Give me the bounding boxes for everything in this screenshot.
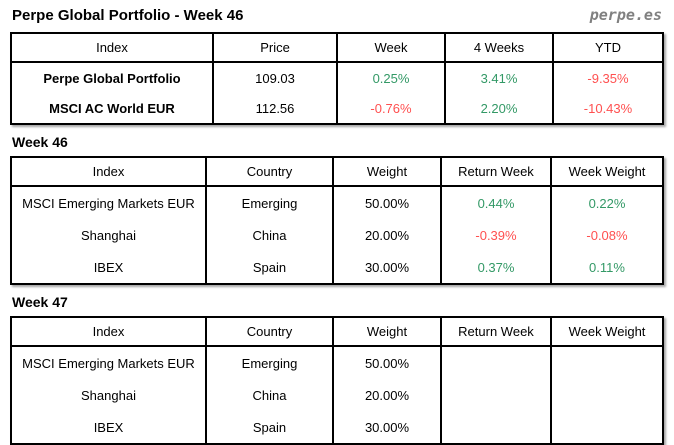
cell-week-weight (550, 346, 664, 379)
table-row: IBEX Spain 30.00% 0.37% 0.11% (10, 251, 664, 284)
column-header-price: Price (212, 33, 338, 63)
table-row: MSCI Emerging Markets EUR Emerging 50.00… (10, 346, 664, 379)
title-bar: Perpe Global Portfolio - Week 46 perpe.e… (10, 6, 662, 28)
cell-week-weight (550, 379, 664, 411)
cell-price: 109.03 (212, 62, 338, 93)
week46-table: Index Country Weight Return Week Week We… (10, 156, 664, 285)
cell-week-return: 0.25% (336, 62, 446, 93)
cell-country: Emerging (205, 346, 334, 379)
column-header-4weeks: 4 Weeks (444, 33, 554, 63)
week47-heading: Week 47 (12, 294, 68, 310)
column-header-country: Country (205, 157, 334, 187)
summary-header-row: Index Price Week 4 Weeks YTD (10, 33, 664, 63)
cell-index-name: MSCI AC World EUR (10, 93, 214, 124)
week47-header-row: Index Country Weight Return Week Week We… (10, 317, 664, 347)
cell-return-week: -0.39% (440, 219, 552, 251)
cell-4weeks-return: 2.20% (444, 93, 554, 124)
page-title: Perpe Global Portfolio - Week 46 (12, 7, 244, 24)
cell-4weeks-return: 3.41% (444, 62, 554, 93)
cell-return-week (440, 411, 552, 444)
cell-weight: 20.00% (332, 379, 442, 411)
cell-weight: 30.00% (332, 411, 442, 444)
column-header-index: Index (10, 33, 214, 63)
table-row: Perpe Global Portfolio 109.03 0.25% 3.41… (10, 62, 664, 93)
column-header-return-week: Return Week (440, 157, 552, 187)
portfolio-summary-table: Index Price Week 4 Weeks YTD Perpe Globa… (10, 32, 664, 125)
cell-week-weight: 0.22% (550, 186, 664, 219)
cell-index-name: MSCI Emerging Markets EUR (10, 346, 207, 379)
week46-header-row: Index Country Weight Return Week Week We… (10, 157, 664, 187)
table-row: Shanghai China 20.00% (10, 379, 664, 411)
perpe-logo[interactable]: perpe.es (589, 6, 662, 24)
cell-weight: 20.00% (332, 219, 442, 251)
column-header-return-week: Return Week (440, 317, 552, 347)
cell-return-week: 0.44% (440, 186, 552, 219)
column-header-weight: Weight (332, 317, 442, 347)
column-header-country: Country (205, 317, 334, 347)
cell-index-name: IBEX (10, 411, 207, 444)
column-header-week-weight: Week Weight (550, 157, 664, 187)
table-row: MSCI AC World EUR 112.56 -0.76% 2.20% -1… (10, 93, 664, 124)
cell-country: China (205, 219, 334, 251)
table-row: MSCI Emerging Markets EUR Emerging 50.00… (10, 186, 664, 219)
cell-price: 112.56 (212, 93, 338, 124)
cell-return-week (440, 379, 552, 411)
cell-country: Spain (205, 411, 334, 444)
week47-table: Index Country Weight Return Week Week We… (10, 316, 664, 445)
cell-weight: 50.00% (332, 186, 442, 219)
column-header-weight: Weight (332, 157, 442, 187)
cell-week-weight: -0.08% (550, 219, 664, 251)
cell-return-week (440, 346, 552, 379)
table-row: Shanghai China 20.00% -0.39% -0.08% (10, 219, 664, 251)
cell-index-name: MSCI Emerging Markets EUR (10, 186, 207, 219)
cell-week-return: -0.76% (336, 93, 446, 124)
column-header-week: Week (336, 33, 446, 63)
cell-index-name: Perpe Global Portfolio (10, 62, 214, 93)
column-header-index: Index (10, 157, 207, 187)
column-header-ytd: YTD (552, 33, 664, 63)
cell-index-name: IBEX (10, 251, 207, 284)
cell-return-week: 0.37% (440, 251, 552, 284)
cell-country: Emerging (205, 186, 334, 219)
table-row: IBEX Spain 30.00% (10, 411, 664, 444)
column-header-week-weight: Week Weight (550, 317, 664, 347)
cell-country: China (205, 379, 334, 411)
cell-ytd-return: -10.43% (552, 93, 664, 124)
cell-week-weight (550, 411, 664, 444)
cell-weight: 30.00% (332, 251, 442, 284)
cell-index-name: Shanghai (10, 379, 207, 411)
column-header-index: Index (10, 317, 207, 347)
cell-week-weight: 0.11% (550, 251, 664, 284)
cell-country: Spain (205, 251, 334, 284)
cell-index-name: Shanghai (10, 219, 207, 251)
cell-weight: 50.00% (332, 346, 442, 379)
week46-heading: Week 46 (12, 134, 68, 150)
cell-ytd-return: -9.35% (552, 62, 664, 93)
